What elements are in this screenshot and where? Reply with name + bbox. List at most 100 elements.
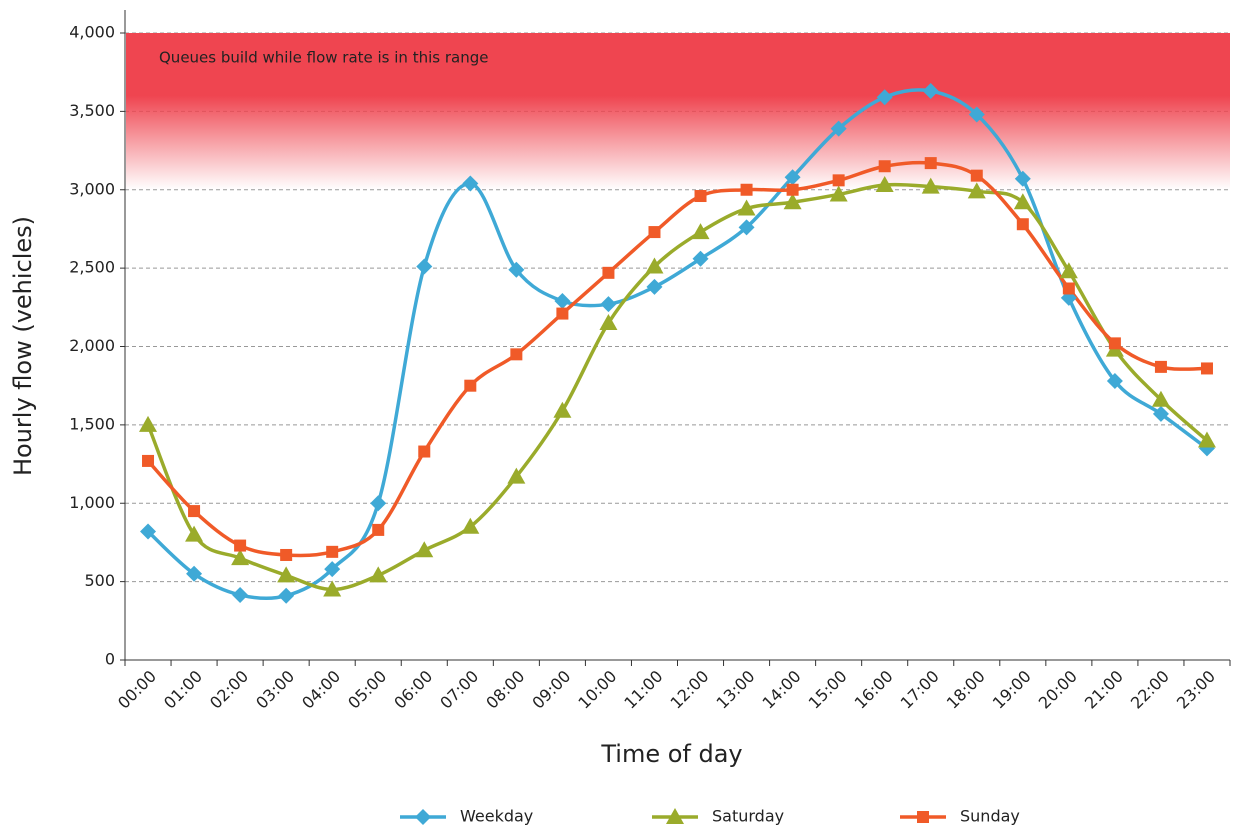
legend-item: Saturday: [652, 807, 784, 826]
x-tick-label: 19:00: [989, 667, 1035, 713]
x-tick-label: 20:00: [1035, 667, 1081, 713]
x-tick-label: 21:00: [1081, 667, 1127, 713]
marker: [186, 565, 203, 582]
marker: [280, 548, 293, 561]
marker: [462, 175, 479, 192]
marker: [737, 199, 756, 216]
marker: [185, 525, 204, 542]
marker: [830, 120, 847, 137]
marker: [370, 495, 387, 512]
marker: [1152, 405, 1169, 422]
x-tick-label: 15:00: [805, 667, 851, 713]
marker: [1016, 218, 1029, 231]
marker: [829, 185, 848, 202]
marker: [878, 160, 891, 173]
x-tick-label: 00:00: [114, 667, 160, 713]
marker: [784, 169, 801, 186]
marker: [783, 193, 802, 210]
marker: [1059, 262, 1078, 279]
marker: [510, 348, 523, 361]
marker: [599, 313, 618, 330]
legend-item: Sunday: [900, 807, 1020, 826]
marker: [648, 226, 661, 239]
marker: [970, 169, 983, 182]
marker: [508, 261, 525, 278]
x-tick-label: 08:00: [482, 667, 528, 713]
marker: [554, 293, 571, 310]
marker: [968, 106, 985, 123]
x-tick-label: 09:00: [528, 667, 574, 713]
marker: [917, 811, 929, 823]
y-tick-label: 2,000: [69, 336, 115, 355]
x-tick-label: 16:00: [851, 667, 897, 713]
marker: [556, 307, 569, 320]
x-tick-label: 02:00: [206, 667, 252, 713]
marker: [326, 545, 339, 558]
marker: [602, 266, 615, 279]
highlight-band: [126, 33, 1230, 190]
marker: [1013, 193, 1032, 210]
marker: [876, 89, 893, 106]
marker: [922, 82, 939, 99]
marker: [694, 190, 707, 203]
y-tick-label: 0: [105, 650, 115, 669]
marker: [231, 549, 250, 566]
marker: [277, 566, 296, 583]
marker: [738, 219, 755, 236]
series-line: [146, 182, 1209, 592]
legend-label: Weekday: [460, 807, 533, 826]
y-tick-label: 4,000: [69, 23, 115, 42]
marker: [875, 176, 894, 193]
legend-label: Saturday: [712, 807, 784, 826]
marker: [692, 250, 709, 267]
marker: [832, 174, 845, 187]
y-tick-label: 1,500: [69, 414, 115, 433]
x-axis-title: Time of day: [600, 740, 742, 768]
marker: [924, 157, 937, 170]
marker: [323, 580, 342, 597]
legend-label: Sunday: [960, 807, 1020, 826]
x-tick-label: 01:00: [160, 667, 206, 713]
marker: [139, 415, 158, 432]
x-tick-label: 14:00: [759, 667, 805, 713]
marker: [140, 523, 157, 540]
x-tick-label: 06:00: [390, 667, 436, 713]
y-tick-label: 3,000: [69, 179, 115, 198]
marker: [464, 379, 477, 392]
marker: [1197, 431, 1216, 448]
marker: [1108, 337, 1121, 350]
marker: [691, 223, 710, 240]
marker: [415, 541, 434, 558]
legend-item: Weekday: [400, 807, 533, 826]
marker: [645, 257, 664, 274]
x-tick-label: 18:00: [943, 667, 989, 713]
marker: [369, 566, 388, 583]
y-tick-label: 1,000: [69, 493, 115, 512]
marker: [646, 278, 663, 295]
marker: [142, 454, 155, 467]
series-line: [146, 160, 1208, 558]
x-tick-label: 07:00: [436, 667, 482, 713]
marker: [415, 809, 431, 825]
x-tick-label: 13:00: [713, 667, 759, 713]
marker: [600, 296, 617, 313]
marker: [234, 539, 247, 552]
marker: [1151, 390, 1170, 407]
annotation: Queues build while flow rate is in this …: [159, 49, 488, 67]
marker: [1154, 360, 1167, 373]
y-axis-title: Hourly flow (vehicles): [9, 216, 37, 476]
marker: [372, 523, 385, 536]
marker: [921, 177, 940, 194]
x-tick-label: 17:00: [897, 667, 943, 713]
marker: [324, 561, 341, 578]
marker: [666, 808, 684, 824]
marker: [418, 445, 431, 458]
marker: [553, 401, 572, 418]
y-tick-label: 3,500: [69, 101, 115, 120]
marker: [232, 586, 249, 603]
x-tick-label: 22:00: [1127, 667, 1173, 713]
x-tick-label: 10:00: [574, 667, 620, 713]
marker: [416, 258, 433, 275]
x-tick-label: 11:00: [620, 667, 666, 713]
